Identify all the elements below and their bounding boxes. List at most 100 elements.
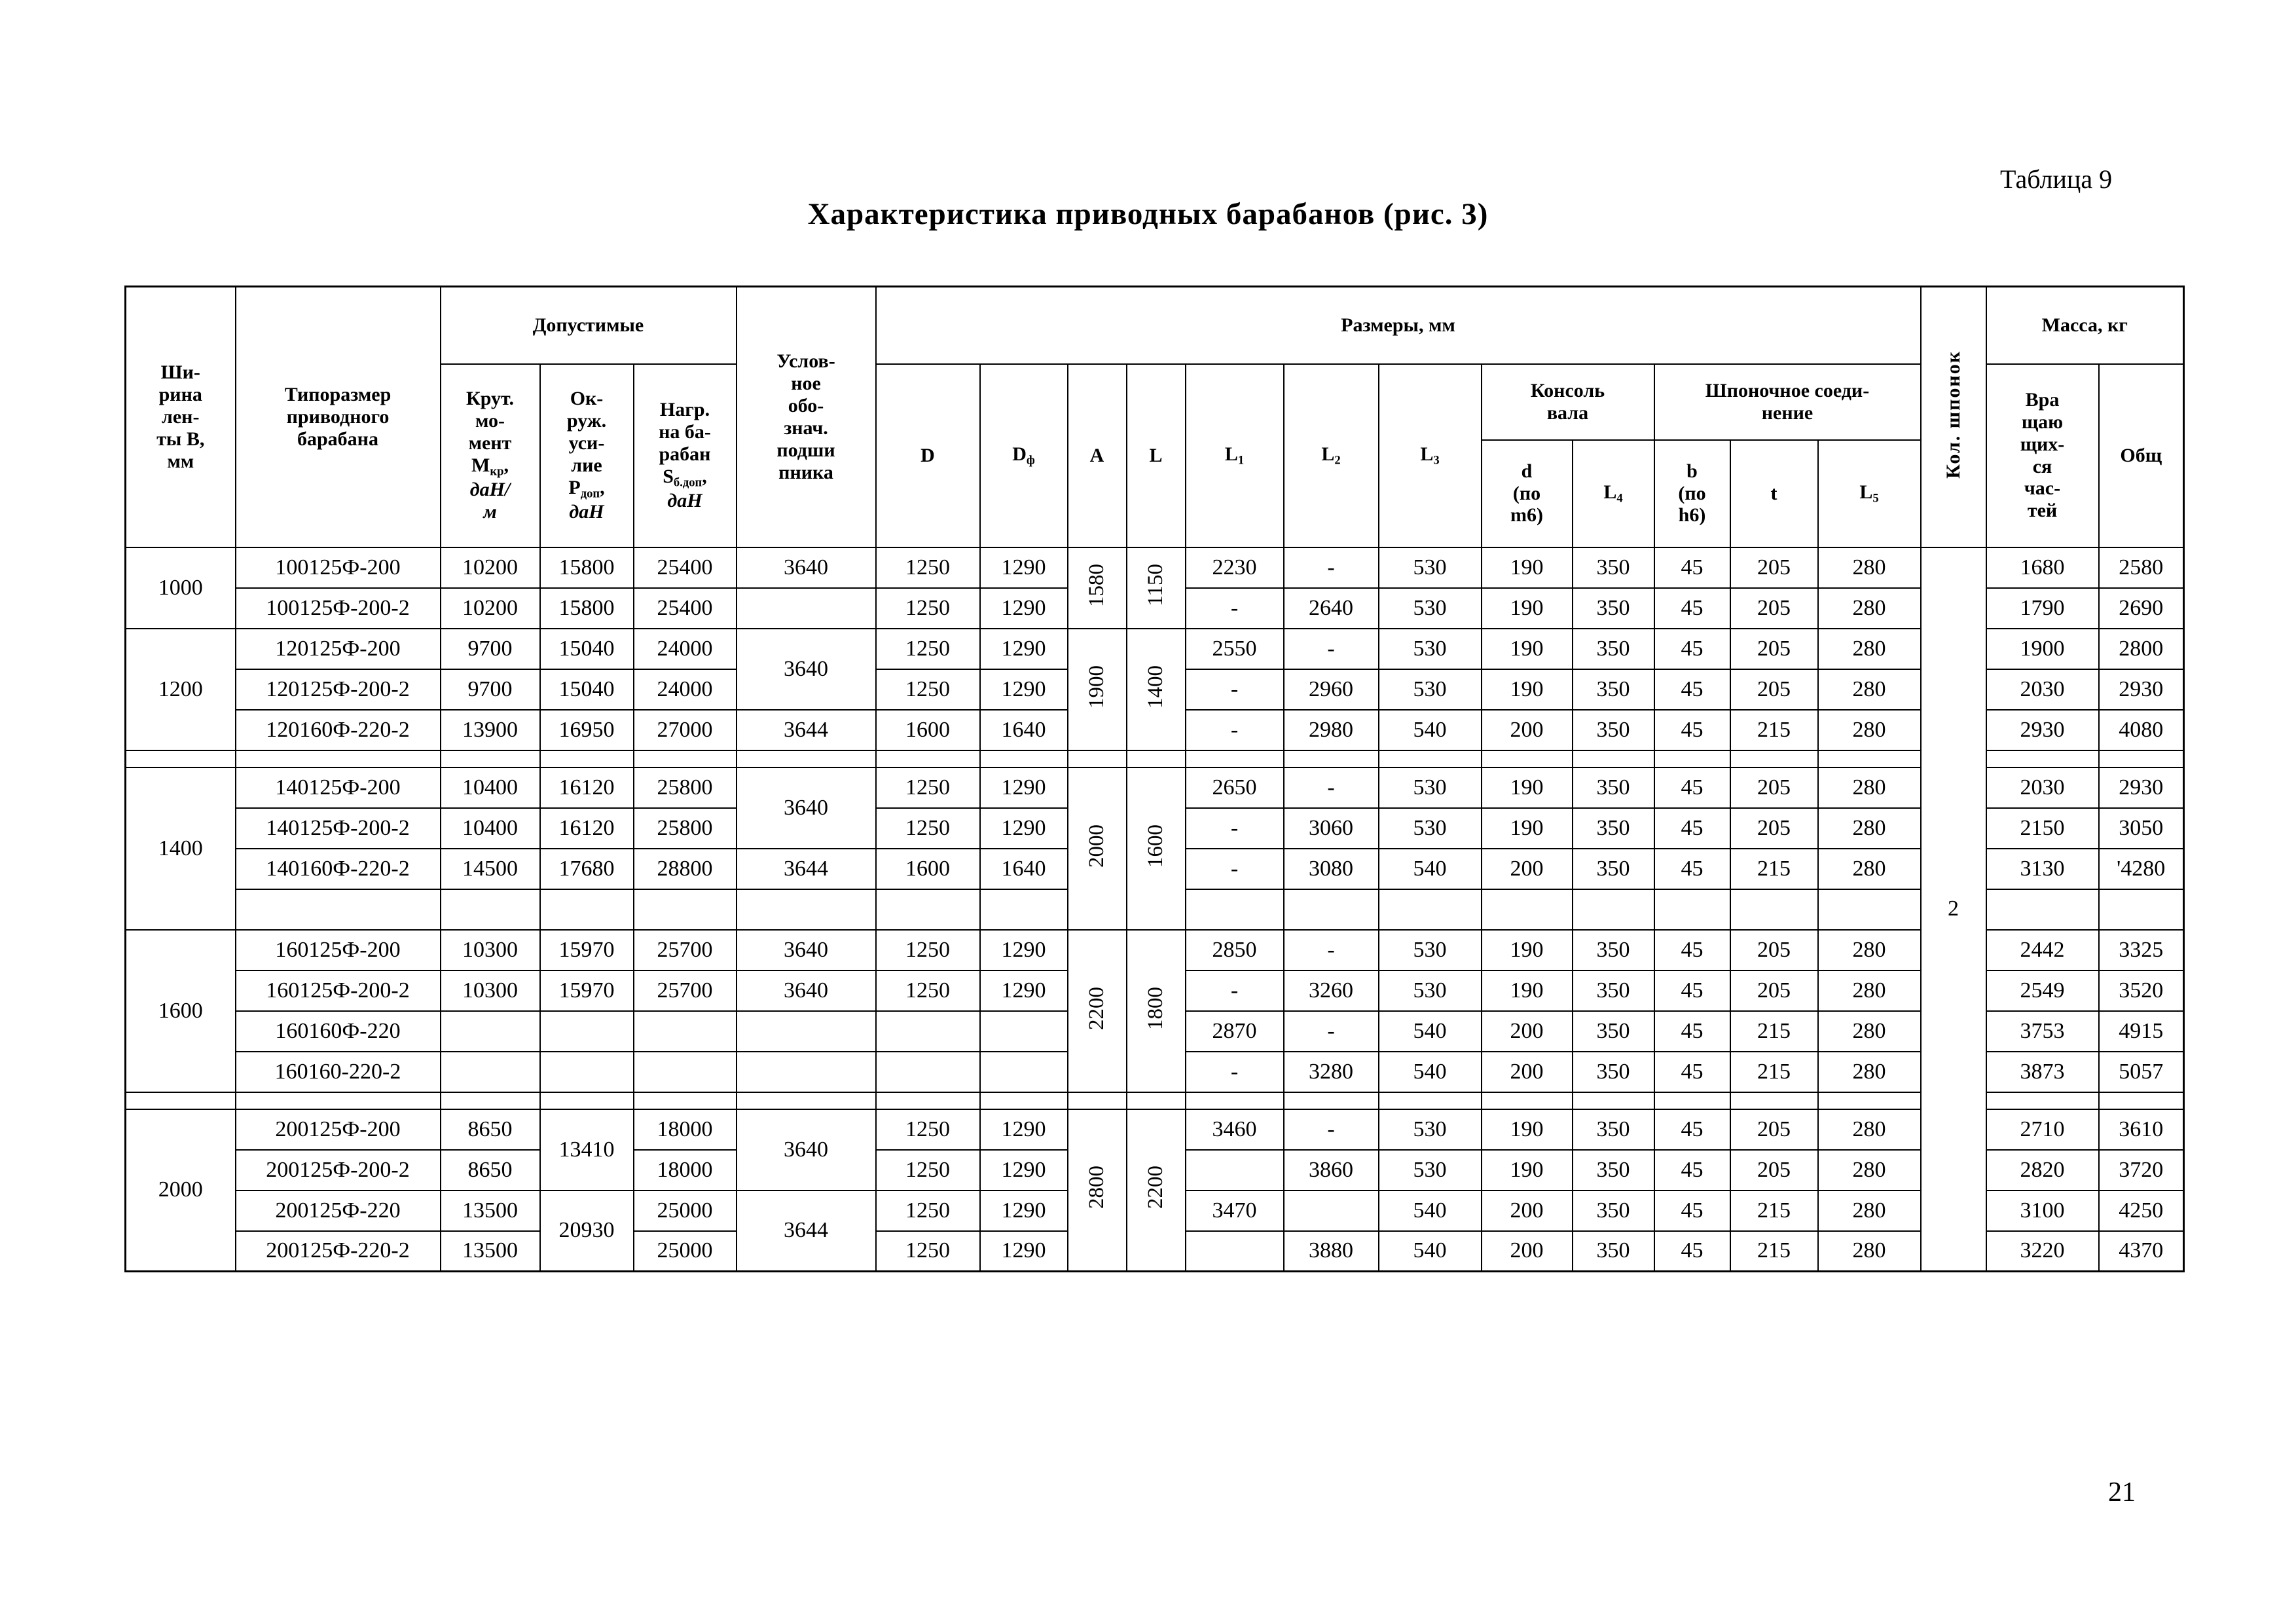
table-cell	[234, 749, 441, 768]
table-cell	[234, 888, 441, 931]
table-cell: 205	[1729, 766, 1819, 809]
table-cell: 45	[1653, 1149, 1731, 1191]
table-cell: 4080	[2098, 709, 2185, 751]
table-cell: 280	[1817, 587, 1922, 629]
table-cell: 45	[1653, 969, 1731, 1012]
table-cell: 1640	[979, 709, 1068, 751]
table-cell: 13500	[439, 1230, 541, 1272]
table-cell: 25700	[632, 969, 737, 1012]
table-cell: 530	[1377, 969, 1482, 1012]
table-cell: 2442	[1985, 929, 2100, 971]
table-cell: 280	[1817, 1149, 1922, 1191]
table-cell: 350	[1571, 1149, 1655, 1191]
table-cell	[735, 587, 877, 629]
table-cell: 200	[1480, 847, 1573, 890]
table-cell: 1290	[979, 929, 1068, 971]
table-cell: 25800	[632, 766, 737, 809]
table-cell	[439, 1050, 541, 1093]
table-cell	[1480, 749, 1573, 768]
table-cell: 2650	[1184, 766, 1285, 809]
table-cell: 3080	[1283, 847, 1379, 890]
table-cell: 190	[1480, 546, 1573, 589]
col-header-rotating-parts: Вра щаю щих-ся час-тей	[1985, 363, 2100, 548]
table-cell: 140160Ф-220-2	[234, 847, 441, 890]
table-cell: 8650	[439, 1108, 541, 1151]
table-cell: 3880	[1283, 1230, 1379, 1272]
table-row: 160160-220-2 -3280 540 200 350 45 215 280 3873 50…	[126, 1050, 2185, 1093]
table-cell: 3460	[1184, 1108, 1285, 1151]
table-cell: -	[1184, 807, 1285, 849]
table-row: 200125Ф-220 13500 20930 25000 3644 1250 1290 34…	[126, 1189, 2185, 1272]
header-row-2: Крут. мо-мент Мкр, даН/м Ок-руж. уси-лие Рдоп…	[126, 363, 2185, 548]
table-cell: 2930	[1985, 709, 2100, 751]
table-cell: 10400	[439, 766, 541, 809]
table-cell: 160125Ф-200-2	[234, 969, 441, 1012]
page-title: Характеристика приводных барабанов (рис.…	[807, 197, 1489, 231]
col-header-t: t	[1729, 439, 1819, 548]
table-cell: 200	[1480, 709, 1573, 751]
table-cell: -	[1283, 1010, 1379, 1052]
table-cell: 45	[1653, 587, 1731, 629]
table-cell: -	[1184, 668, 1285, 710]
col-header-bearing-designation: Услов-ное обо-знач. подши пника	[735, 286, 877, 548]
table-cell: 8650	[439, 1149, 541, 1191]
table-cell: 280	[1817, 766, 1922, 809]
table-cell	[1283, 1189, 1379, 1232]
table-cell	[1184, 1230, 1285, 1272]
table-cell: 1250	[875, 668, 981, 710]
table-cell: 4370	[2098, 1230, 2185, 1272]
table-cell	[735, 1050, 877, 1093]
table-cell	[1125, 749, 1186, 768]
table-cell: 1290	[979, 766, 1068, 809]
col-header-L4: L4	[1571, 439, 1655, 548]
rotated-value: 2000	[1085, 824, 1109, 868]
table-cell: 350	[1571, 1010, 1655, 1052]
table-cell: 1600	[875, 709, 981, 751]
table-cell	[439, 1010, 541, 1052]
table-cell: 205	[1729, 969, 1819, 1012]
table-cell: 190	[1480, 969, 1573, 1012]
table-cell	[234, 1091, 441, 1110]
table-cell: 1000	[124, 546, 236, 629]
table-cell: -	[1184, 969, 1285, 1012]
table-cell: 1290	[979, 969, 1068, 1012]
table-cell: 120125Ф-200-2	[234, 668, 441, 710]
table-cell: 1290	[979, 668, 1068, 710]
table-row: 160125Ф-200-2 10300 15970 25700 3640 1250 1290…	[126, 969, 2185, 1012]
table-cell: 25700	[632, 929, 737, 971]
table-cell: 2640	[1283, 587, 1379, 629]
table-cell: 1800	[1125, 929, 1186, 1093]
table-header: Ши-рина лен-ты В, мм Типоразмер приводного б…	[124, 286, 2185, 548]
table-cell: 2200	[1125, 1108, 1186, 1272]
table-cell: 45	[1653, 709, 1731, 751]
table-cell: 190	[1480, 807, 1573, 849]
rotated-value: 1800	[1144, 986, 1168, 1030]
table-cell: 190	[1480, 929, 1573, 971]
table-cell	[1377, 1091, 1482, 1110]
table-cell: 280	[1817, 969, 1922, 1012]
table-cell: 280	[1817, 1010, 1922, 1052]
table-cell: 2850	[1184, 929, 1285, 971]
table-cell	[632, 888, 737, 931]
table-cell: 45	[1653, 627, 1731, 670]
table-cell: 3644	[735, 847, 877, 890]
separator-row	[124, 1091, 2185, 1110]
table-cell: 3325	[2098, 929, 2185, 971]
table-cell: 350	[1571, 929, 1655, 971]
table-cell	[875, 749, 981, 768]
table-cell: -	[1283, 1108, 1379, 1151]
table-cell: 3860	[1283, 1149, 1379, 1191]
table-cell: 2930	[2098, 668, 2185, 710]
table-cell: 280	[1817, 709, 1922, 751]
table-cell: 45	[1653, 1189, 1731, 1232]
table-cell: 1200	[124, 627, 236, 751]
table-cell: -	[1184, 847, 1285, 890]
table-cell	[1571, 749, 1655, 768]
col-header-torque: Крут. мо-мент Мкр, даН/м	[439, 363, 541, 548]
table-cell: 1290	[979, 627, 1068, 670]
col-header-belt-width: Ши-рина лен-ты В, мм	[124, 286, 236, 548]
table-cell	[1283, 888, 1379, 931]
drive-drums-table: Ши-рина лен-ты В, мм Типоразмер приводного б…	[124, 286, 2185, 1272]
table-row: 200125Ф-220-2 13500 25000 1250 1290 3880 540 20…	[126, 1230, 2185, 1272]
